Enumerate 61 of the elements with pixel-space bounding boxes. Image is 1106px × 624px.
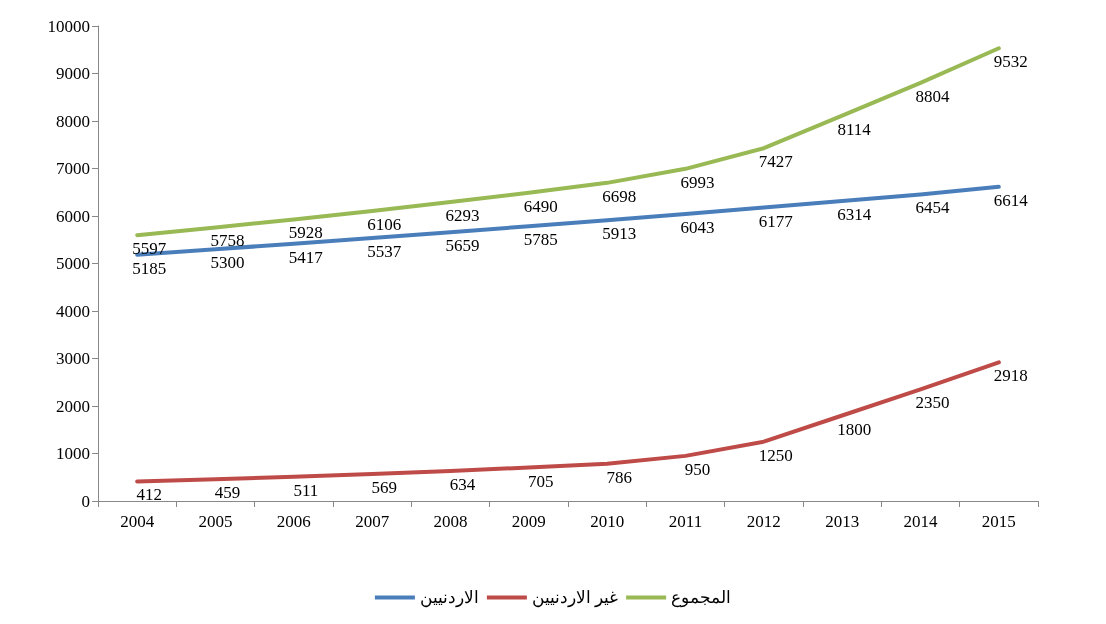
y-tick-label: 8000	[56, 111, 90, 131]
data-label: 950	[684, 459, 711, 479]
data-label: 5913	[602, 224, 637, 244]
x-tick-label: 2011	[668, 512, 703, 531]
data-label: 6177	[758, 211, 794, 231]
data-label: 6454	[915, 198, 950, 218]
data-label: 511	[293, 480, 319, 500]
data-label: 8804	[915, 86, 950, 106]
data-label: 6293	[445, 206, 480, 226]
y-tick-label: 2000	[56, 396, 90, 416]
x-tick-label: 2005	[198, 512, 233, 531]
x-tick-label: 2007	[355, 512, 390, 531]
data-label: 6043	[680, 217, 715, 237]
y-tick-label: 5000	[56, 254, 90, 273]
data-label: 5537	[367, 241, 402, 261]
x-tick-label: 2009	[511, 512, 546, 531]
data-label: 6106	[367, 214, 402, 234]
x-tick-label: 2008	[433, 512, 468, 531]
x-tick-label: 2013	[825, 512, 860, 531]
legend-label: غير الاردنيين	[531, 588, 619, 608]
data-label: 412	[136, 485, 162, 505]
y-tick-label: 3000	[56, 349, 90, 368]
data-label: 569	[371, 477, 397, 497]
legend-label: الاردنيين	[419, 588, 479, 608]
data-label: 634	[449, 474, 476, 494]
x-tick-label: 2015	[981, 512, 1016, 531]
data-label: 2350	[915, 393, 950, 413]
x-tick-label: 2010	[590, 512, 625, 531]
data-label: 6614	[993, 190, 1029, 210]
y-tick-label: 9000	[56, 64, 90, 83]
data-label: 5928	[288, 223, 323, 243]
x-tick-label: 2014	[903, 512, 938, 531]
data-label: 8114	[837, 119, 872, 139]
legend-label: المجموع	[671, 588, 732, 608]
y-tick-label: 0	[81, 491, 90, 511]
data-label: 705	[528, 471, 554, 491]
data-label: 5785	[523, 230, 558, 250]
data-label: 5300	[210, 253, 245, 273]
data-label: 5758	[210, 231, 245, 251]
data-label: 6314	[837, 205, 872, 225]
data-label: 786	[606, 467, 632, 487]
data-label: 1800	[837, 419, 872, 439]
data-label: 5659	[445, 236, 480, 256]
x-tick-label: 2012	[746, 512, 781, 531]
y-tick-label: 6000	[56, 206, 90, 226]
data-label: 7427	[758, 152, 794, 172]
data-label: 6993	[680, 172, 715, 192]
data-label: 1250	[758, 445, 793, 465]
data-label: 5185	[132, 258, 167, 278]
y-tick-label: 4000	[56, 301, 90, 321]
y-tick-label: 10000	[47, 16, 90, 36]
y-tick-label: 1000	[56, 444, 90, 463]
data-label: 9532	[993, 52, 1028, 72]
x-tick-label: 2004	[120, 512, 155, 531]
data-label: 5417	[288, 247, 324, 267]
x-tick-label: 2006	[276, 512, 311, 531]
y-tick-label: 7000	[56, 159, 90, 178]
data-label: 6698	[602, 186, 637, 206]
data-label: 2918	[993, 366, 1028, 386]
data-label: 6490	[523, 196, 558, 216]
data-label: 459	[214, 483, 241, 503]
